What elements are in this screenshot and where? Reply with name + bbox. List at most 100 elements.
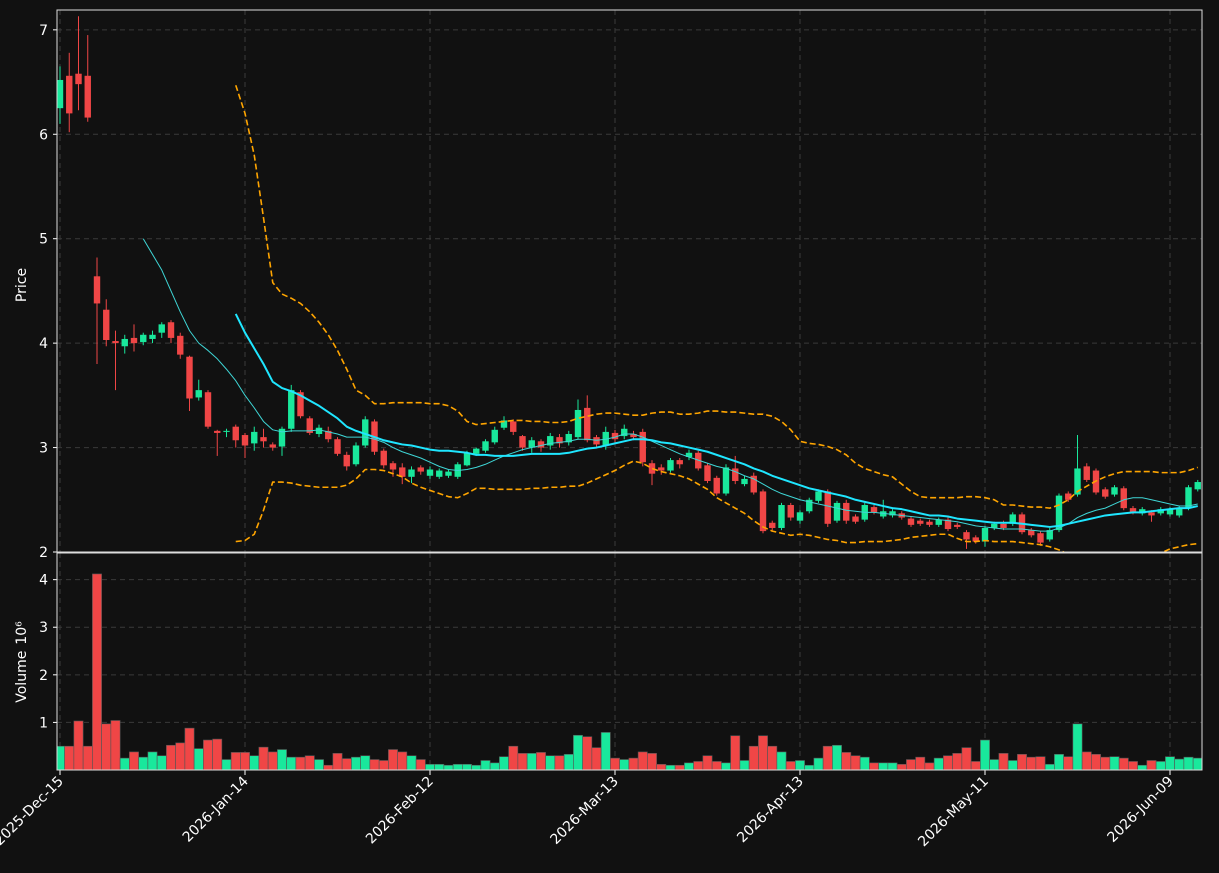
overlay-line <box>234 84 1199 509</box>
candle-body <box>195 390 202 398</box>
candle-body <box>426 469 434 476</box>
price-axis-label: Price <box>14 268 30 302</box>
candle-body <box>417 467 424 472</box>
candle-body <box>399 467 406 477</box>
volume-bar <box>249 755 260 770</box>
candle-body <box>482 441 489 451</box>
candle-body <box>796 512 804 521</box>
candle-body <box>362 419 369 446</box>
volume-bar <box>702 755 713 770</box>
volume-bar <box>850 755 861 770</box>
volume-bar <box>499 756 509 770</box>
candle-body <box>704 465 711 481</box>
volume-bar <box>341 758 352 770</box>
volume-bar <box>933 757 944 770</box>
candle-body <box>1166 509 1174 515</box>
candle-body <box>1157 509 1164 514</box>
volume-bar <box>1137 764 1148 770</box>
candle-body <box>528 440 535 448</box>
candle-body <box>926 521 933 525</box>
volume-bar <box>1072 723 1083 770</box>
candle-body <box>306 418 313 433</box>
candle-body <box>759 491 767 532</box>
volume-bar <box>129 751 139 770</box>
volume-bar <box>1128 761 1138 770</box>
volume-bar <box>304 755 315 770</box>
volume-bar <box>656 763 667 770</box>
candle-body <box>537 441 545 448</box>
volume-bar <box>92 573 102 770</box>
y-tick-label: 3 <box>39 441 48 457</box>
volume-bar <box>637 751 648 770</box>
volume-bar <box>314 759 324 770</box>
volume-bar <box>961 747 972 770</box>
candle-body <box>722 467 730 494</box>
volume-bar <box>101 723 112 770</box>
candle-body <box>556 437 563 444</box>
volume-bar <box>970 761 981 770</box>
candle-body <box>223 430 230 432</box>
volume-bar <box>434 763 445 770</box>
volume-bar <box>1109 756 1120 770</box>
volume-bar <box>924 762 935 770</box>
candle-body <box>1065 493 1072 500</box>
candle-body <box>352 445 360 465</box>
volume-bar <box>739 760 750 770</box>
candle-body <box>66 75 73 114</box>
volume-bar <box>628 757 639 770</box>
candle-body <box>917 520 924 524</box>
volume-bar <box>1146 760 1157 770</box>
candle-body <box>445 471 452 476</box>
candle-body <box>288 390 295 429</box>
candle-body <box>787 505 794 518</box>
y-tick-label: 2 <box>39 545 48 561</box>
candle-body <box>648 463 656 474</box>
volume-bar <box>110 720 121 770</box>
volume-bar <box>980 739 990 770</box>
volume-bar <box>859 756 870 770</box>
volume-bar <box>517 753 528 770</box>
volume-bar <box>1091 753 1101 770</box>
volume-bar <box>388 749 398 770</box>
volume-bar <box>582 736 593 770</box>
candle-body <box>315 427 323 434</box>
candle-body <box>685 452 693 457</box>
volume-bar <box>1081 751 1092 770</box>
volume-bar <box>1165 756 1175 770</box>
candle-body <box>121 338 128 347</box>
volume-bar <box>665 764 676 770</box>
volume-bar <box>73 720 84 770</box>
candle-body <box>343 454 350 467</box>
volume-bar <box>822 745 833 770</box>
candle-body <box>214 430 221 433</box>
volume-bar <box>896 763 907 770</box>
y-tick-label: 4 <box>39 573 48 589</box>
volume-bar <box>748 745 759 770</box>
overlay-line <box>142 238 1198 532</box>
volume-bar <box>1035 756 1046 770</box>
volume-bar <box>554 755 565 770</box>
volume-bar <box>832 744 842 770</box>
candle-body <box>1102 489 1109 497</box>
volume-bar <box>952 753 963 770</box>
candle-body <box>981 527 989 542</box>
candle-body <box>621 428 628 437</box>
candle-body <box>57 79 64 109</box>
candle-body <box>935 519 942 525</box>
y-tick-label: 6 <box>39 127 48 143</box>
candle-body <box>676 460 683 465</box>
volume-bar <box>767 745 778 770</box>
candle-body <box>491 429 498 443</box>
candle-body <box>1037 533 1044 543</box>
candle-body <box>1176 508 1183 516</box>
candle-body <box>130 337 138 344</box>
volume-bar <box>591 747 602 770</box>
candle-body <box>667 460 674 471</box>
volume-bars <box>57 573 1202 770</box>
candle-body <box>149 334 156 339</box>
candle-body <box>1009 514 1016 524</box>
volume-bar <box>443 764 454 770</box>
candle-body <box>833 502 841 521</box>
